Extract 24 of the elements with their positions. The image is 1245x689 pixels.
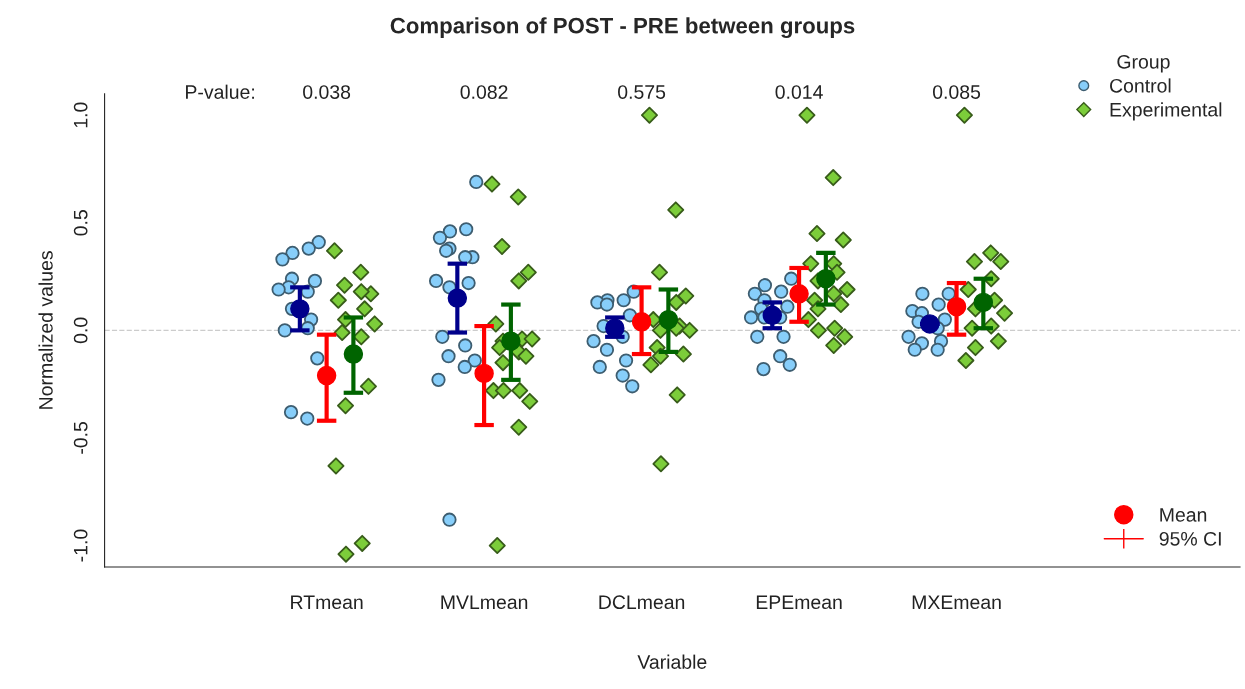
chart-title: Comparison of POST - PRE between groups [390, 17, 855, 39]
x-tick-label: EPEmean [756, 595, 842, 610]
text: 95% CI [1159, 531, 1221, 546]
annotation: 0.014 [775, 85, 823, 99]
legend-label: Control [1110, 78, 1171, 93]
y-tick-label: -1.0 [73, 529, 88, 562]
annotation: 0.575 [618, 85, 666, 99]
annotation: 0.085 [932, 85, 981, 99]
legend-label: Experimental [1110, 102, 1222, 121]
x-tick-label: DCLmean [599, 595, 685, 610]
annotation: 0.038 [303, 85, 351, 99]
y-tick-label: 1.0 [73, 102, 88, 128]
x-tick-label: RTmean [291, 595, 363, 610]
y-tick-label: -0.5 [73, 422, 88, 454]
x-tick-label: MVLmean [441, 595, 528, 610]
y-axis-title: Normalized values [38, 251, 53, 409]
y-tick-label: 0.5 [73, 210, 88, 236]
y-tick-label: 0.0 [73, 317, 88, 344]
legend-label: Mean [1160, 508, 1207, 522]
x-tick-label: MXEmean [912, 595, 1001, 610]
annotation: P-value: [186, 84, 254, 99]
x-axis-title: Variable [637, 654, 707, 669]
annotation: 0.082 [460, 85, 508, 99]
legend-title: Group [1117, 54, 1170, 73]
